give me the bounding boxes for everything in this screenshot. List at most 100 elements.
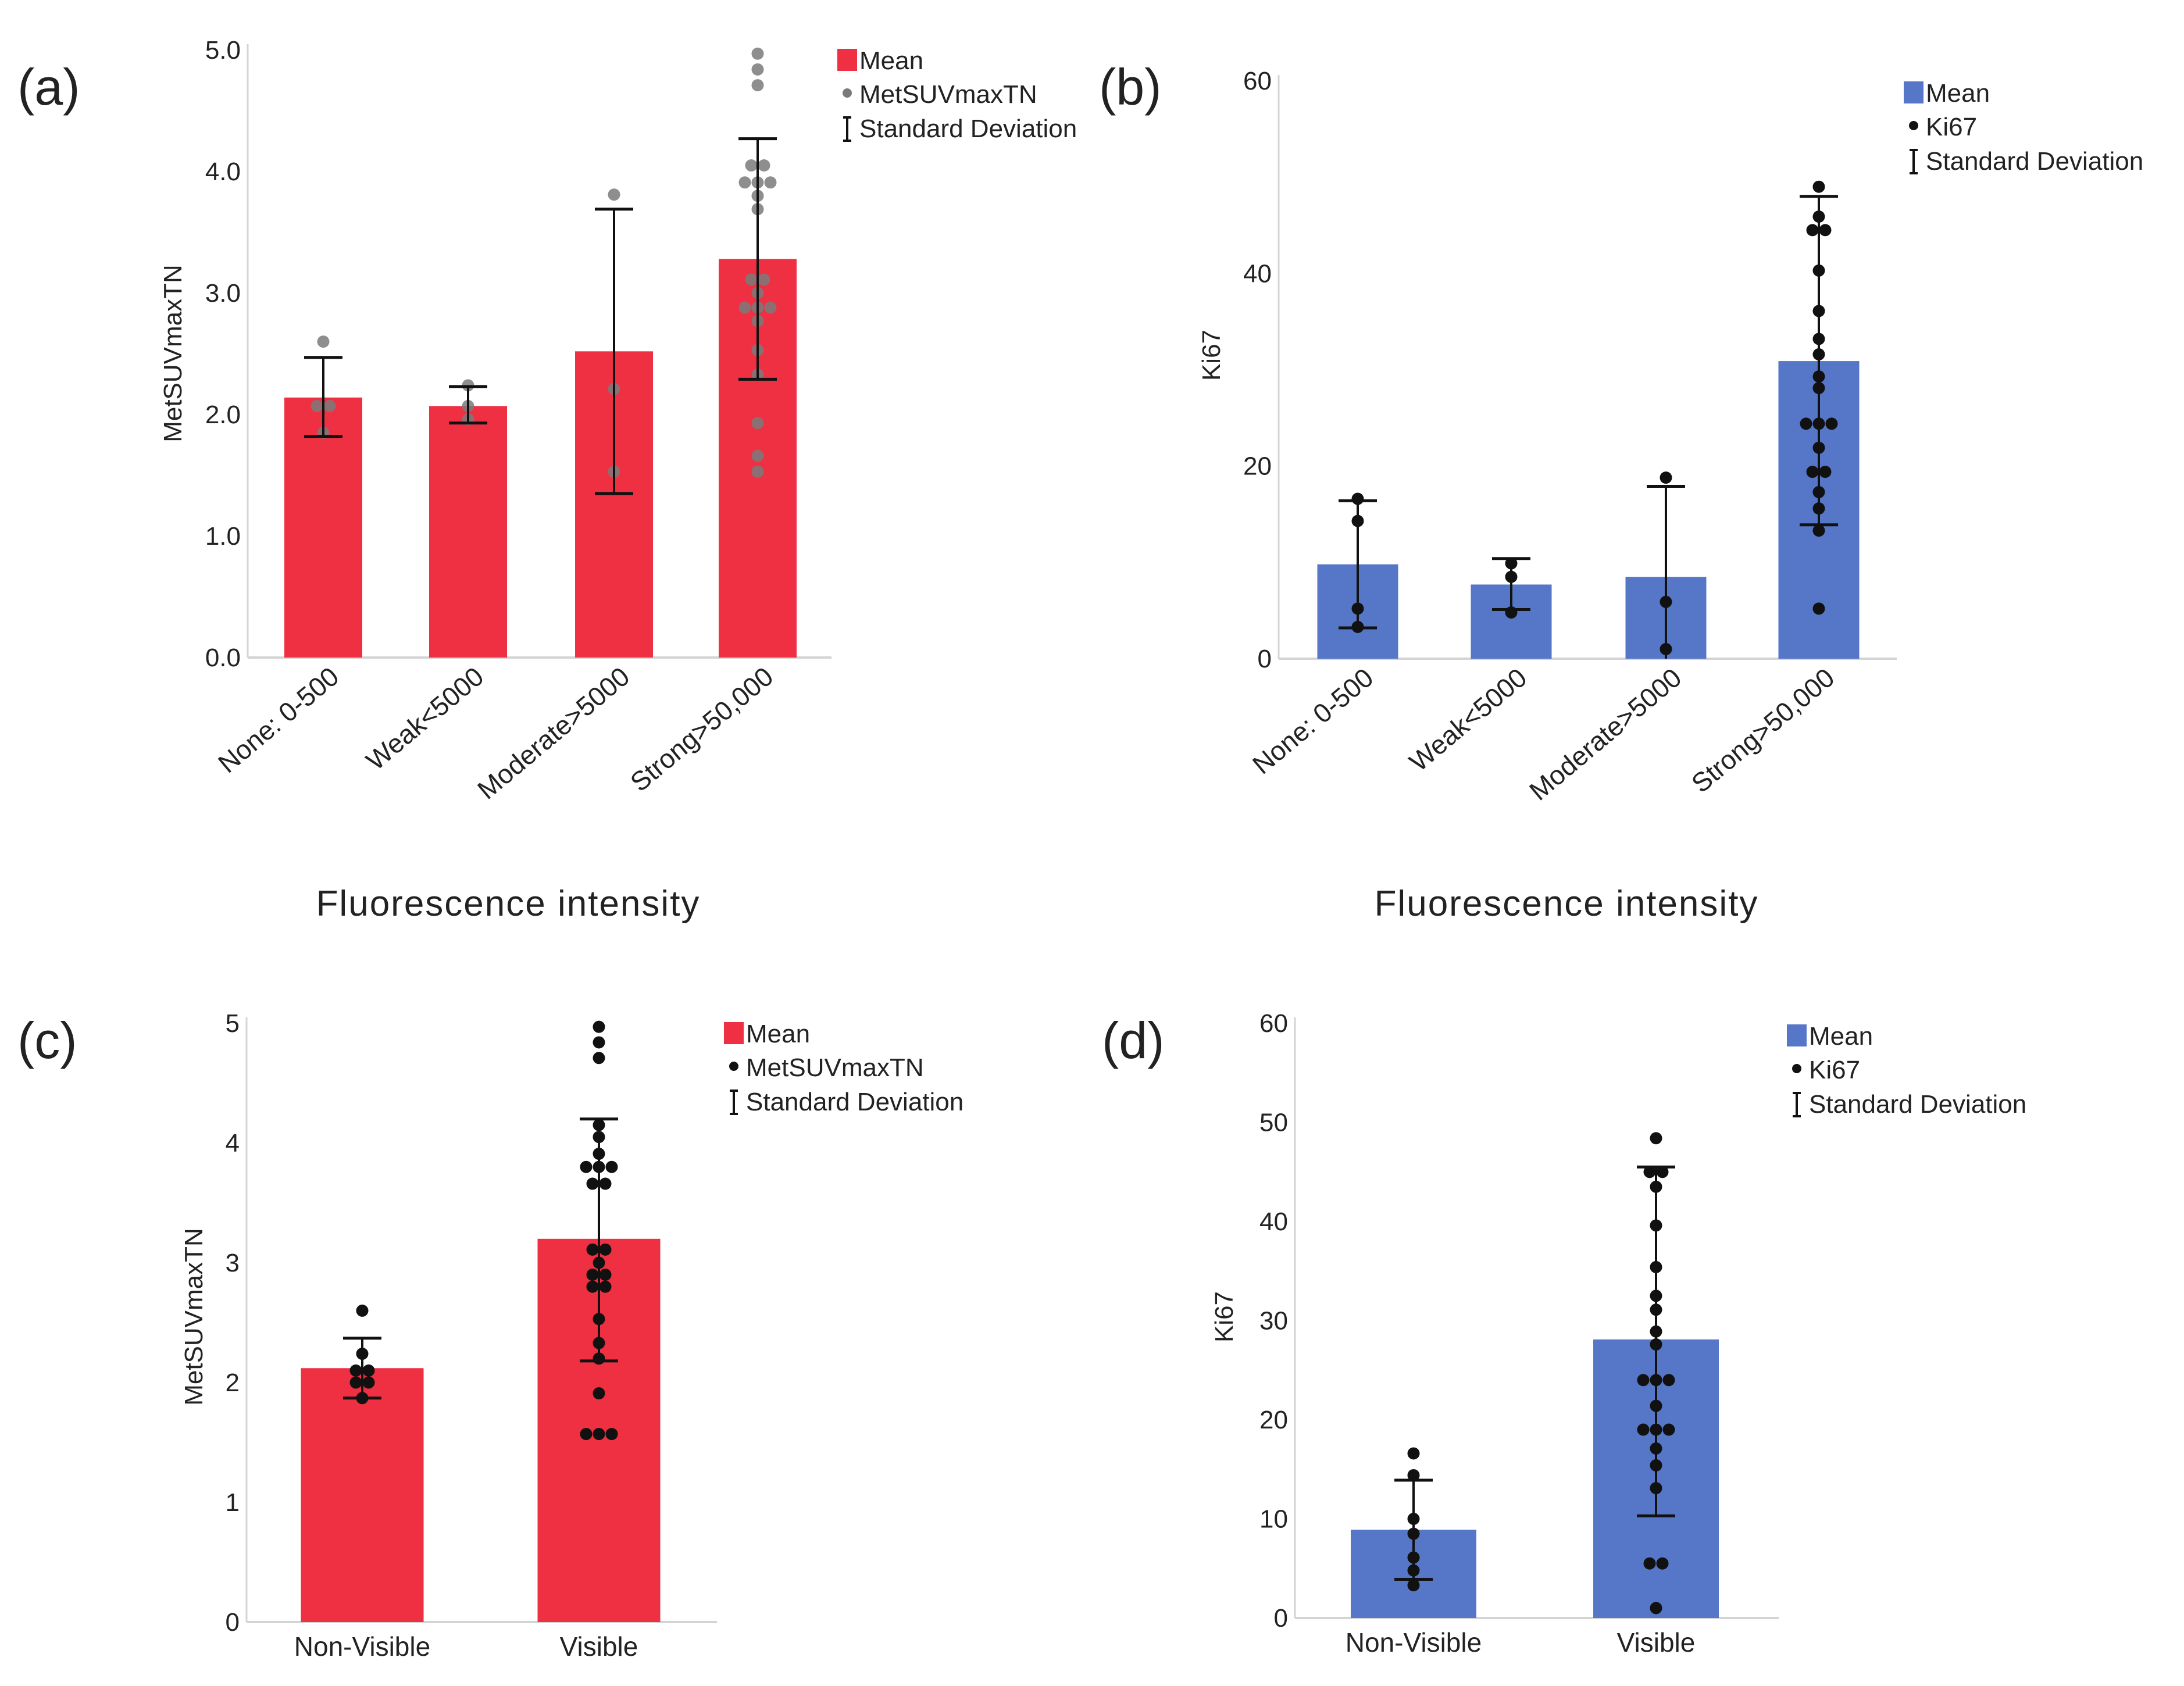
y-tick-label: 3 <box>226 1249 240 1277</box>
x-axis-title: Fluorescence intensity <box>316 884 701 924</box>
x-tick-label: Moderate>5000 <box>472 661 635 805</box>
data-point <box>1643 1166 1656 1178</box>
legend-sd-label: Standard Deviation <box>1926 147 2143 176</box>
y-tick-label: 0 <box>1274 1604 1288 1633</box>
data-point <box>751 449 764 462</box>
data-point <box>586 1269 599 1281</box>
data-point <box>1407 1469 1420 1481</box>
y-tick-label: 0.0 <box>205 644 241 672</box>
x-tick-label: Strong>50,000 <box>624 661 779 798</box>
data-point <box>608 188 620 201</box>
data-point <box>599 1280 612 1293</box>
data-point <box>599 1177 612 1190</box>
x-tick-label: Visible <box>1617 1627 1696 1658</box>
data-point <box>1407 1579 1420 1592</box>
data-point <box>1656 1166 1669 1178</box>
legend-mean-swatch <box>1904 81 1924 103</box>
data-point <box>1637 1374 1650 1387</box>
data-point <box>356 1304 369 1317</box>
legend-sd-icon <box>1793 1092 1801 1117</box>
y-tick-label: 5.0 <box>205 36 241 65</box>
legend: Mean Ki67 Standard Deviation <box>1787 1022 2026 1119</box>
legend: Mean Ki67 Standard Deviation <box>1904 79 2143 176</box>
data-point <box>323 399 336 412</box>
y-axis-title: Ki67 <box>1197 330 1226 381</box>
panel-label: (b) <box>1099 58 1162 116</box>
data-point <box>586 1280 599 1293</box>
data-point <box>1637 1423 1650 1436</box>
y-tick-label: 30 <box>1259 1307 1288 1335</box>
legend-sd-icon <box>1910 149 1918 174</box>
data-point <box>764 301 777 314</box>
data-point <box>586 1243 599 1256</box>
panel-label: (a) <box>17 58 80 116</box>
data-point <box>1643 1557 1656 1570</box>
data-point <box>593 1052 605 1065</box>
legend-points-label: MetSUVmaxTN <box>746 1053 924 1082</box>
y-tick-label: 4.0 <box>205 158 241 186</box>
data-point <box>593 1036 605 1049</box>
bar-mean <box>284 397 362 658</box>
x-tick-label: None: 0-500 <box>1247 662 1379 780</box>
legend: Mean MetSUVmaxTN Standard Deviation <box>724 1020 963 1116</box>
data-point <box>599 1243 612 1256</box>
y-tick-label: 4 <box>226 1129 240 1158</box>
y-tick-label: 2.0 <box>205 401 241 429</box>
y-axis-title: MetSUVmaxTN <box>180 1228 208 1406</box>
panel-label: (d) <box>1102 1012 1165 1069</box>
x-tick-label: Non-Visible <box>1346 1627 1482 1658</box>
data-point <box>751 63 764 76</box>
data-point <box>1819 224 1832 237</box>
bar-mean <box>429 406 507 658</box>
legend-mean-label: Mean <box>859 47 923 75</box>
data-point <box>593 1387 605 1400</box>
data-point <box>751 47 764 60</box>
y-axis-title: Ki67 <box>1210 1291 1239 1342</box>
legend-mean-swatch <box>724 1022 744 1044</box>
legend: Mean MetSUVmaxTN Standard Deviation <box>837 47 1077 143</box>
y-tick-label: 0 <box>1258 645 1272 673</box>
x-tick-label: Weak<5000 <box>1404 662 1533 777</box>
chart-panel-d: (d) 0 10 20 30 40 50 60 Ki67 Non-Visible Visible Me… <box>1102 1009 2026 1658</box>
data-point <box>311 399 323 412</box>
data-point <box>586 1177 599 1190</box>
legend-sd-label: Standard Deviation <box>746 1088 963 1116</box>
x-tick-label: Visible <box>560 1631 638 1662</box>
y-tick-label: 3.0 <box>205 279 241 308</box>
data-point <box>580 1160 593 1173</box>
y-axis-title: MetSUVmaxTN <box>159 265 187 442</box>
data-point <box>1825 417 1838 430</box>
legend-mean-label: Mean <box>1926 79 1990 108</box>
legend-sd-label: Standard Deviation <box>859 115 1077 143</box>
y-tick-label: 40 <box>1243 259 1272 288</box>
legend-points-label: Ki67 <box>1809 1056 1860 1084</box>
data-point <box>349 1364 362 1377</box>
data-point <box>599 1269 612 1281</box>
data-point <box>1812 524 1825 537</box>
data-point <box>738 176 751 189</box>
data-point <box>1650 1602 1662 1614</box>
data-point <box>1662 1423 1675 1436</box>
data-point <box>593 1020 605 1033</box>
y-tick-label: 20 <box>1243 452 1272 481</box>
data-point <box>1812 602 1825 615</box>
legend-point-icon <box>843 88 852 98</box>
data-point <box>764 176 777 189</box>
data-point <box>745 159 758 172</box>
y-tick-label: 20 <box>1259 1406 1288 1434</box>
data-point <box>1800 417 1812 430</box>
chart-panel-c: (c) 0 1 2 3 4 5 MetSUVmaxTN Non-Visible Visible Me… <box>17 1009 963 1662</box>
chart-panel-b: (b) 0 20 40 60 Ki67 None: 0-500 Weak<5000Modera… <box>1099 58 2143 924</box>
data-point <box>605 1160 618 1173</box>
y-tick-label: 0 <box>226 1608 240 1637</box>
y-tick-label: 60 <box>1243 67 1272 95</box>
y-tick-label: 1 <box>226 1488 240 1517</box>
data-point <box>362 1376 375 1389</box>
y-tick-label: 40 <box>1259 1208 1288 1236</box>
data-point <box>1819 466 1832 478</box>
data-point <box>605 1428 618 1441</box>
x-tick-label: Strong>50,000 <box>1686 662 1840 799</box>
x-tick-label: Weak<5000 <box>361 661 490 776</box>
data-point <box>317 335 330 348</box>
